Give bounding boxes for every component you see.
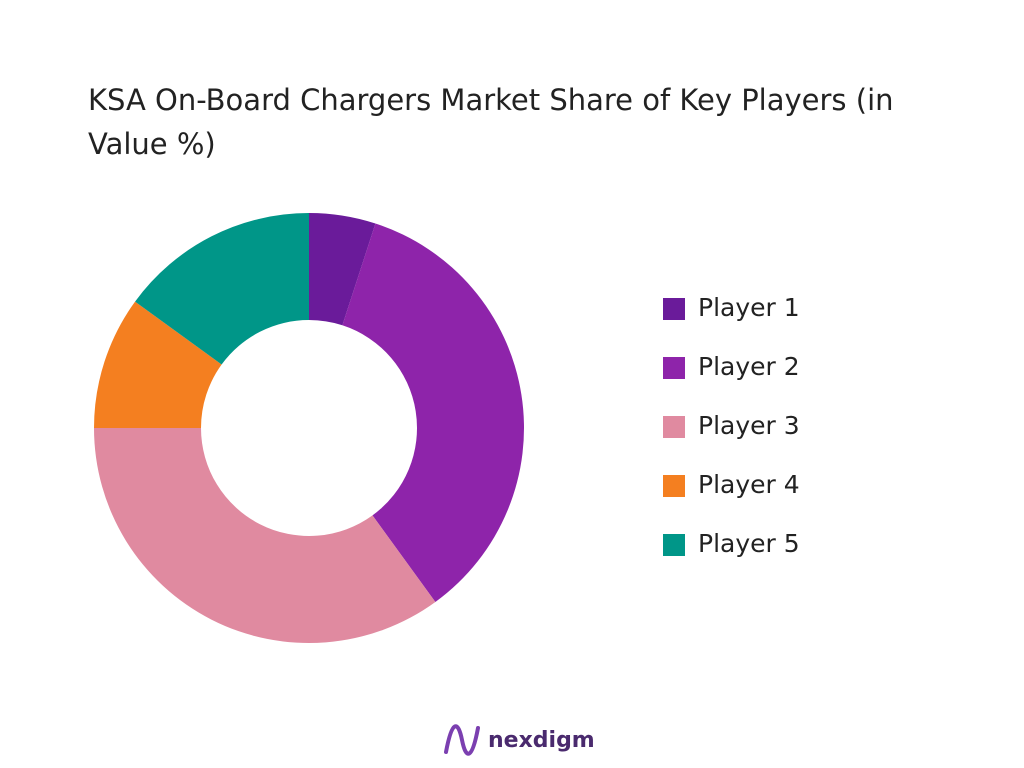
legend-swatch [663,298,685,320]
brand-name: nexdigm [488,728,595,753]
legend-label: Player 4 [698,470,800,499]
legend-label: Player 2 [698,352,800,381]
donut-slice [94,428,436,644]
donut-slice [309,213,376,326]
legend-label: Player 1 [698,293,800,322]
chart-title: KSA On-Board Chargers Market Share of Ke… [88,83,894,161]
donut-slice [94,301,222,428]
donut-slice [342,223,525,602]
legend-label: Player 5 [698,529,800,558]
donut-slice [135,213,309,365]
legend-swatch [663,416,685,438]
legend-label: Player 3 [698,411,800,440]
legend-swatch [663,357,685,379]
legend-swatch [663,475,685,497]
logo-icon [444,724,480,756]
legend-swatch [663,534,685,556]
brand-logo: nexdigm [444,724,595,756]
